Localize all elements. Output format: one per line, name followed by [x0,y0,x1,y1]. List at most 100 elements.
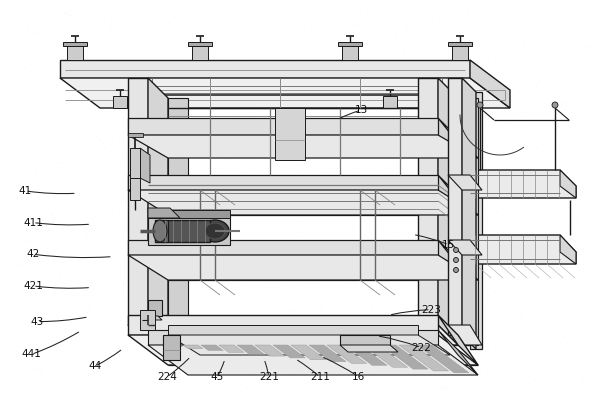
Point [133,193,143,199]
Point [466,154,476,160]
Point [442,45,452,51]
Point [233,290,242,297]
Point [436,354,445,361]
Point [284,207,293,213]
Point [537,221,547,227]
Point [433,14,442,20]
Point [153,13,163,19]
Point [442,177,452,183]
Point [369,130,379,137]
Point [160,61,170,68]
Point [537,88,547,95]
Point [536,335,546,341]
Point [235,310,245,317]
Point [392,7,401,13]
Point [392,367,401,374]
Point [73,334,82,340]
Point [165,310,175,316]
Point [557,278,566,284]
Point [107,138,116,145]
Point [29,327,38,333]
Point [481,381,491,388]
Point [137,385,147,392]
Point [317,73,327,80]
Point [267,60,277,66]
Point [245,216,255,223]
Point [379,35,388,42]
Point [460,383,469,389]
Point [362,350,372,357]
Point [464,126,473,132]
Point [64,73,73,80]
Point [536,45,546,51]
Point [225,54,235,60]
Point [344,198,354,205]
Point [427,9,437,15]
Point [36,145,46,152]
Point [293,288,303,295]
Point [52,333,62,339]
Point [313,243,323,249]
Point [425,255,434,261]
Point [356,137,366,143]
Point [117,332,127,339]
Point [16,30,26,37]
Point [431,248,440,254]
Point [453,380,463,386]
Point [355,217,364,223]
Point [184,338,193,345]
Point [149,270,159,276]
Point [19,305,28,312]
Point [467,371,477,377]
Point [136,169,145,175]
Point [169,106,178,112]
Point [529,383,538,390]
Point [474,46,484,52]
Point [205,262,214,268]
Point [536,97,546,103]
Point [514,160,523,167]
Point [281,338,290,345]
Point [389,11,399,18]
Point [137,98,146,105]
Point [199,156,209,163]
Point [122,223,131,230]
Point [569,285,579,291]
Point [140,201,149,208]
Point [539,225,548,232]
Point [174,74,184,80]
Point [478,306,487,312]
Point [536,302,545,308]
Point [24,27,34,34]
Point [548,101,557,107]
Point [343,354,352,360]
Point [484,215,494,221]
Point [96,20,106,27]
Point [535,366,545,373]
Point [7,285,17,291]
Point [536,336,545,342]
Point [101,235,111,241]
Point [231,218,241,225]
Point [500,336,510,343]
Point [229,367,238,373]
Point [52,70,61,77]
Point [481,190,490,197]
Point [125,241,135,247]
Point [24,308,34,314]
Point [479,84,488,90]
Point [320,107,329,113]
Point [124,83,133,89]
Point [517,316,526,322]
Point [18,261,28,267]
Point [508,272,518,279]
Point [17,204,26,211]
Point [316,16,325,22]
Point [55,270,64,276]
Point [344,147,354,153]
Point [210,360,220,367]
Point [5,48,15,54]
Point [8,271,17,278]
Point [535,234,544,240]
Point [556,339,565,346]
